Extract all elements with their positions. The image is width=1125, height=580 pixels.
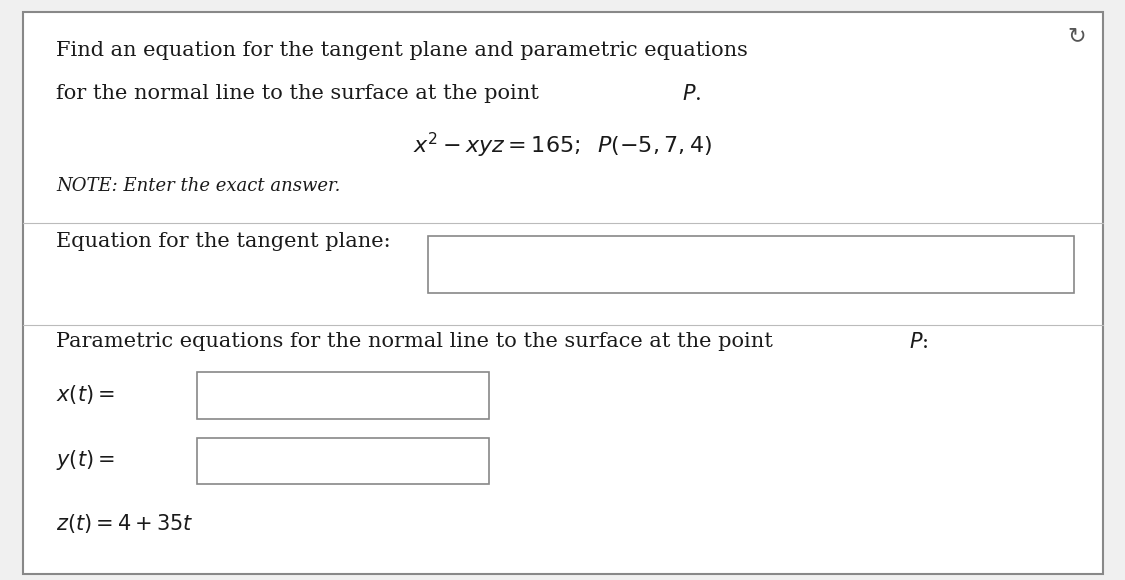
Text: $x(t) =$: $x(t) =$ <box>56 383 115 406</box>
FancyBboxPatch shape <box>197 438 489 484</box>
Text: Equation for the tangent plane:: Equation for the tangent plane: <box>56 232 390 251</box>
Text: ↻: ↻ <box>1066 26 1086 46</box>
Text: for the normal line to the surface at the point: for the normal line to the surface at th… <box>56 84 546 103</box>
Text: Parametric equations for the normal line to the surface at the point: Parametric equations for the normal line… <box>56 332 780 351</box>
FancyBboxPatch shape <box>197 372 489 419</box>
Text: $P$.: $P$. <box>682 84 701 104</box>
FancyBboxPatch shape <box>428 236 1074 293</box>
Text: $z(t) = 4 + 35t$: $z(t) = 4 + 35t$ <box>56 512 193 535</box>
FancyBboxPatch shape <box>22 12 1102 574</box>
Text: $y(t) =$: $y(t) =$ <box>56 448 115 472</box>
Text: $x^2 - xyz = 165;\;\; P(-5, 7, 4)$: $x^2 - xyz = 165;\;\; P(-5, 7, 4)$ <box>413 130 712 160</box>
Text: NOTE: Enter the exact answer.: NOTE: Enter the exact answer. <box>56 177 341 195</box>
Text: Find an equation for the tangent plane and parametric equations: Find an equation for the tangent plane a… <box>56 41 748 60</box>
Text: $P$:: $P$: <box>909 332 928 351</box>
